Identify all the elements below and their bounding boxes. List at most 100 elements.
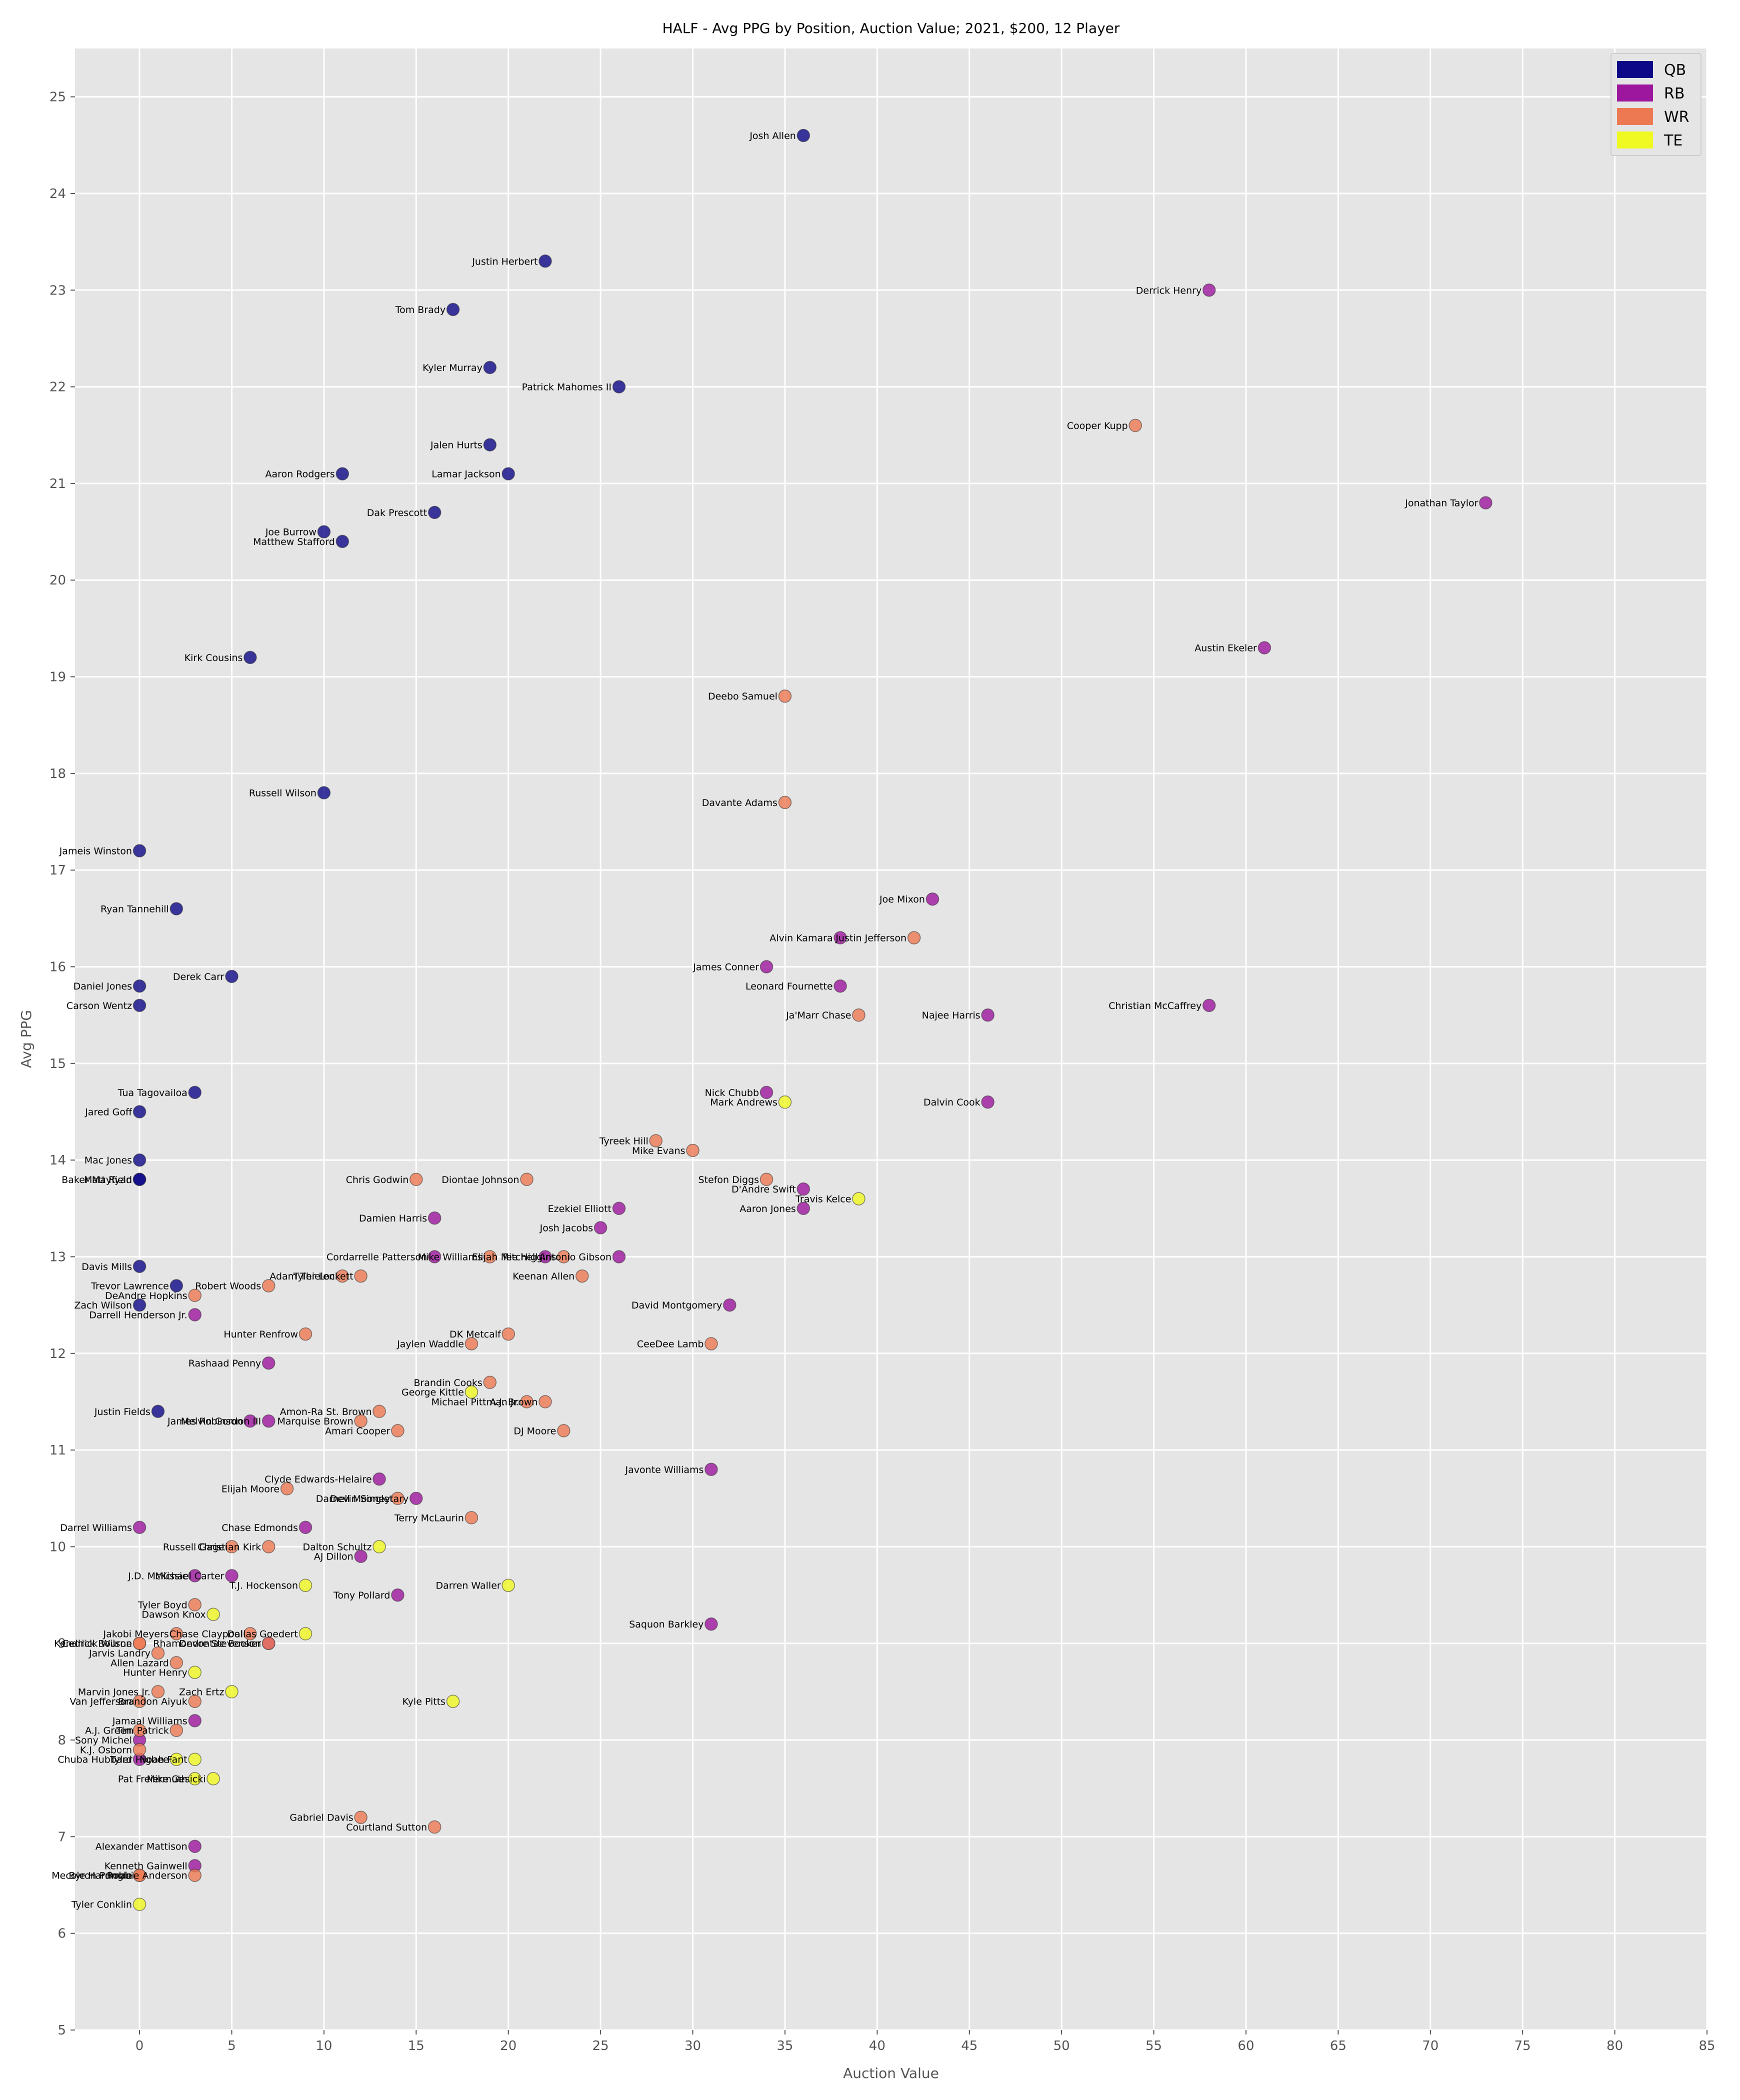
data-point (1128, 418, 1142, 432)
data-point (778, 796, 792, 810)
point-label: Derrick Henry (1136, 285, 1202, 296)
x-tick-label: 55 (1146, 2038, 1162, 2054)
point-label: AJ Dillon (314, 1552, 354, 1562)
point-label: Chris Godwin (346, 1174, 409, 1186)
data-point (538, 1395, 552, 1408)
point-label: Joe Burrow (265, 527, 316, 538)
data-point (723, 1298, 736, 1312)
y-tick-label: 5 (58, 2023, 66, 2038)
x-tick-label: 80 (1606, 2038, 1623, 2054)
point-label: Darrel Williams (60, 1522, 132, 1534)
x-tick-label: 0 (136, 2038, 144, 2054)
legend-box (1610, 53, 1702, 156)
data-point (188, 1868, 202, 1882)
point-label: Alvin Kamara (770, 933, 832, 944)
data-point (170, 1627, 184, 1640)
point-label: Dawson Knox (142, 1610, 206, 1620)
data-point (170, 902, 184, 916)
point-label: Tyler Lockett (293, 1271, 354, 1282)
data-point (981, 1008, 994, 1022)
data-point (428, 1250, 442, 1264)
point-label: Jakobi Meyers (103, 1628, 169, 1640)
data-point (132, 998, 146, 1012)
data-point (151, 1404, 165, 1418)
point-label: Tim Patrick (116, 1726, 169, 1736)
point-label: Javonte Williams (625, 1464, 704, 1476)
y-tick-label: 23 (50, 283, 66, 298)
data-point (557, 1250, 570, 1264)
x-axis-title: Auction Value (843, 2065, 939, 2082)
point-label: Terry McLaurin (394, 1512, 464, 1524)
point-label: Davis Mills (82, 1262, 132, 1272)
point-label: Jonathan Taylor (1404, 498, 1478, 509)
data-point (225, 970, 238, 984)
data-point (170, 1279, 184, 1292)
data-point (188, 1666, 202, 1679)
y-tick-label: 6 (58, 1926, 66, 1942)
legend-swatch (1617, 108, 1653, 125)
data-point (151, 1685, 165, 1698)
point-label: Marquise Brown (277, 1416, 353, 1427)
point-label: Trevor Lawrence (90, 1280, 169, 1292)
x-tick-label: 10 (316, 2038, 332, 2054)
data-point (428, 1820, 442, 1834)
data-point (244, 1627, 257, 1640)
point-label: Josh Jacobs (540, 1222, 594, 1234)
data-point (132, 1260, 146, 1274)
legend-swatch (1617, 61, 1653, 78)
point-label: Courtland Sutton (346, 1822, 427, 1833)
data-point (502, 467, 515, 480)
data-point (649, 1134, 663, 1148)
data-point (132, 979, 146, 993)
point-label: Christian McCaffrey (1108, 1000, 1202, 1012)
grid-lines (75, 48, 1708, 2031)
data-point (464, 1511, 478, 1524)
data-point (704, 1617, 718, 1631)
point-label: DK Metcalf (450, 1329, 502, 1340)
x-tick-label: 5 (228, 2038, 236, 2054)
point-label: Diontae Johnson (442, 1174, 519, 1186)
data-point (483, 1250, 497, 1264)
data-point (760, 960, 774, 974)
y-axis-title: Avg PPG (18, 1010, 34, 1068)
data-point (796, 1182, 810, 1196)
point-label: Russell Wilson (249, 788, 316, 799)
data-point (225, 1540, 238, 1554)
data-point (188, 1598, 202, 1612)
point-label: Alexander Mattison (96, 1842, 188, 1852)
point-label: Kendrick Bourne (54, 1638, 132, 1650)
data-point (170, 1752, 184, 1766)
point-label: Kirk Cousins (184, 652, 243, 664)
point-label: Cordarrelle Patterson (326, 1252, 427, 1262)
point-label: Sony Michel (75, 1735, 132, 1746)
y-axis-ticks: 5 6 7 8 9 10 11 12 13 14 15 16 17 18 19 20 21 22 23 24 25 (50, 90, 75, 2038)
point-label: K.J. Osborn (80, 1744, 132, 1756)
point-label: Baker Mayfield (62, 1174, 132, 1186)
point-label: Robert Woods (195, 1280, 261, 1292)
point-label: Gabriel Davis (290, 1812, 353, 1824)
point-label: T.J. Hockenson (229, 1580, 298, 1592)
y-tick-label: 11 (50, 1443, 66, 1458)
x-tick-label: 50 (1054, 2038, 1070, 2054)
x-tick-label: 85 (1698, 2038, 1715, 2054)
x-tick-label: 75 (1514, 2038, 1531, 2054)
data-point (594, 1221, 608, 1234)
point-label: Nick Chubb (705, 1088, 759, 1098)
y-tick-label: 12 (50, 1346, 66, 1362)
point-label: Cooper Kupp (1067, 420, 1128, 432)
legend-swatch (1617, 84, 1653, 102)
point-label: Ja'Marr Chase (786, 1010, 851, 1021)
data-point (188, 1569, 202, 1582)
data-point (428, 506, 442, 520)
data-point (926, 892, 940, 906)
data-point (132, 1298, 146, 1312)
data-point (132, 1105, 146, 1118)
point-label: Justin Herbert (472, 256, 538, 267)
point-label: Van Jefferson (70, 1696, 132, 1708)
data-point (852, 1192, 866, 1206)
data-point (612, 1202, 626, 1216)
point-label: Darren Waller (436, 1580, 501, 1592)
point-label: Jared Goff (84, 1106, 132, 1118)
data-point (132, 1172, 146, 1186)
